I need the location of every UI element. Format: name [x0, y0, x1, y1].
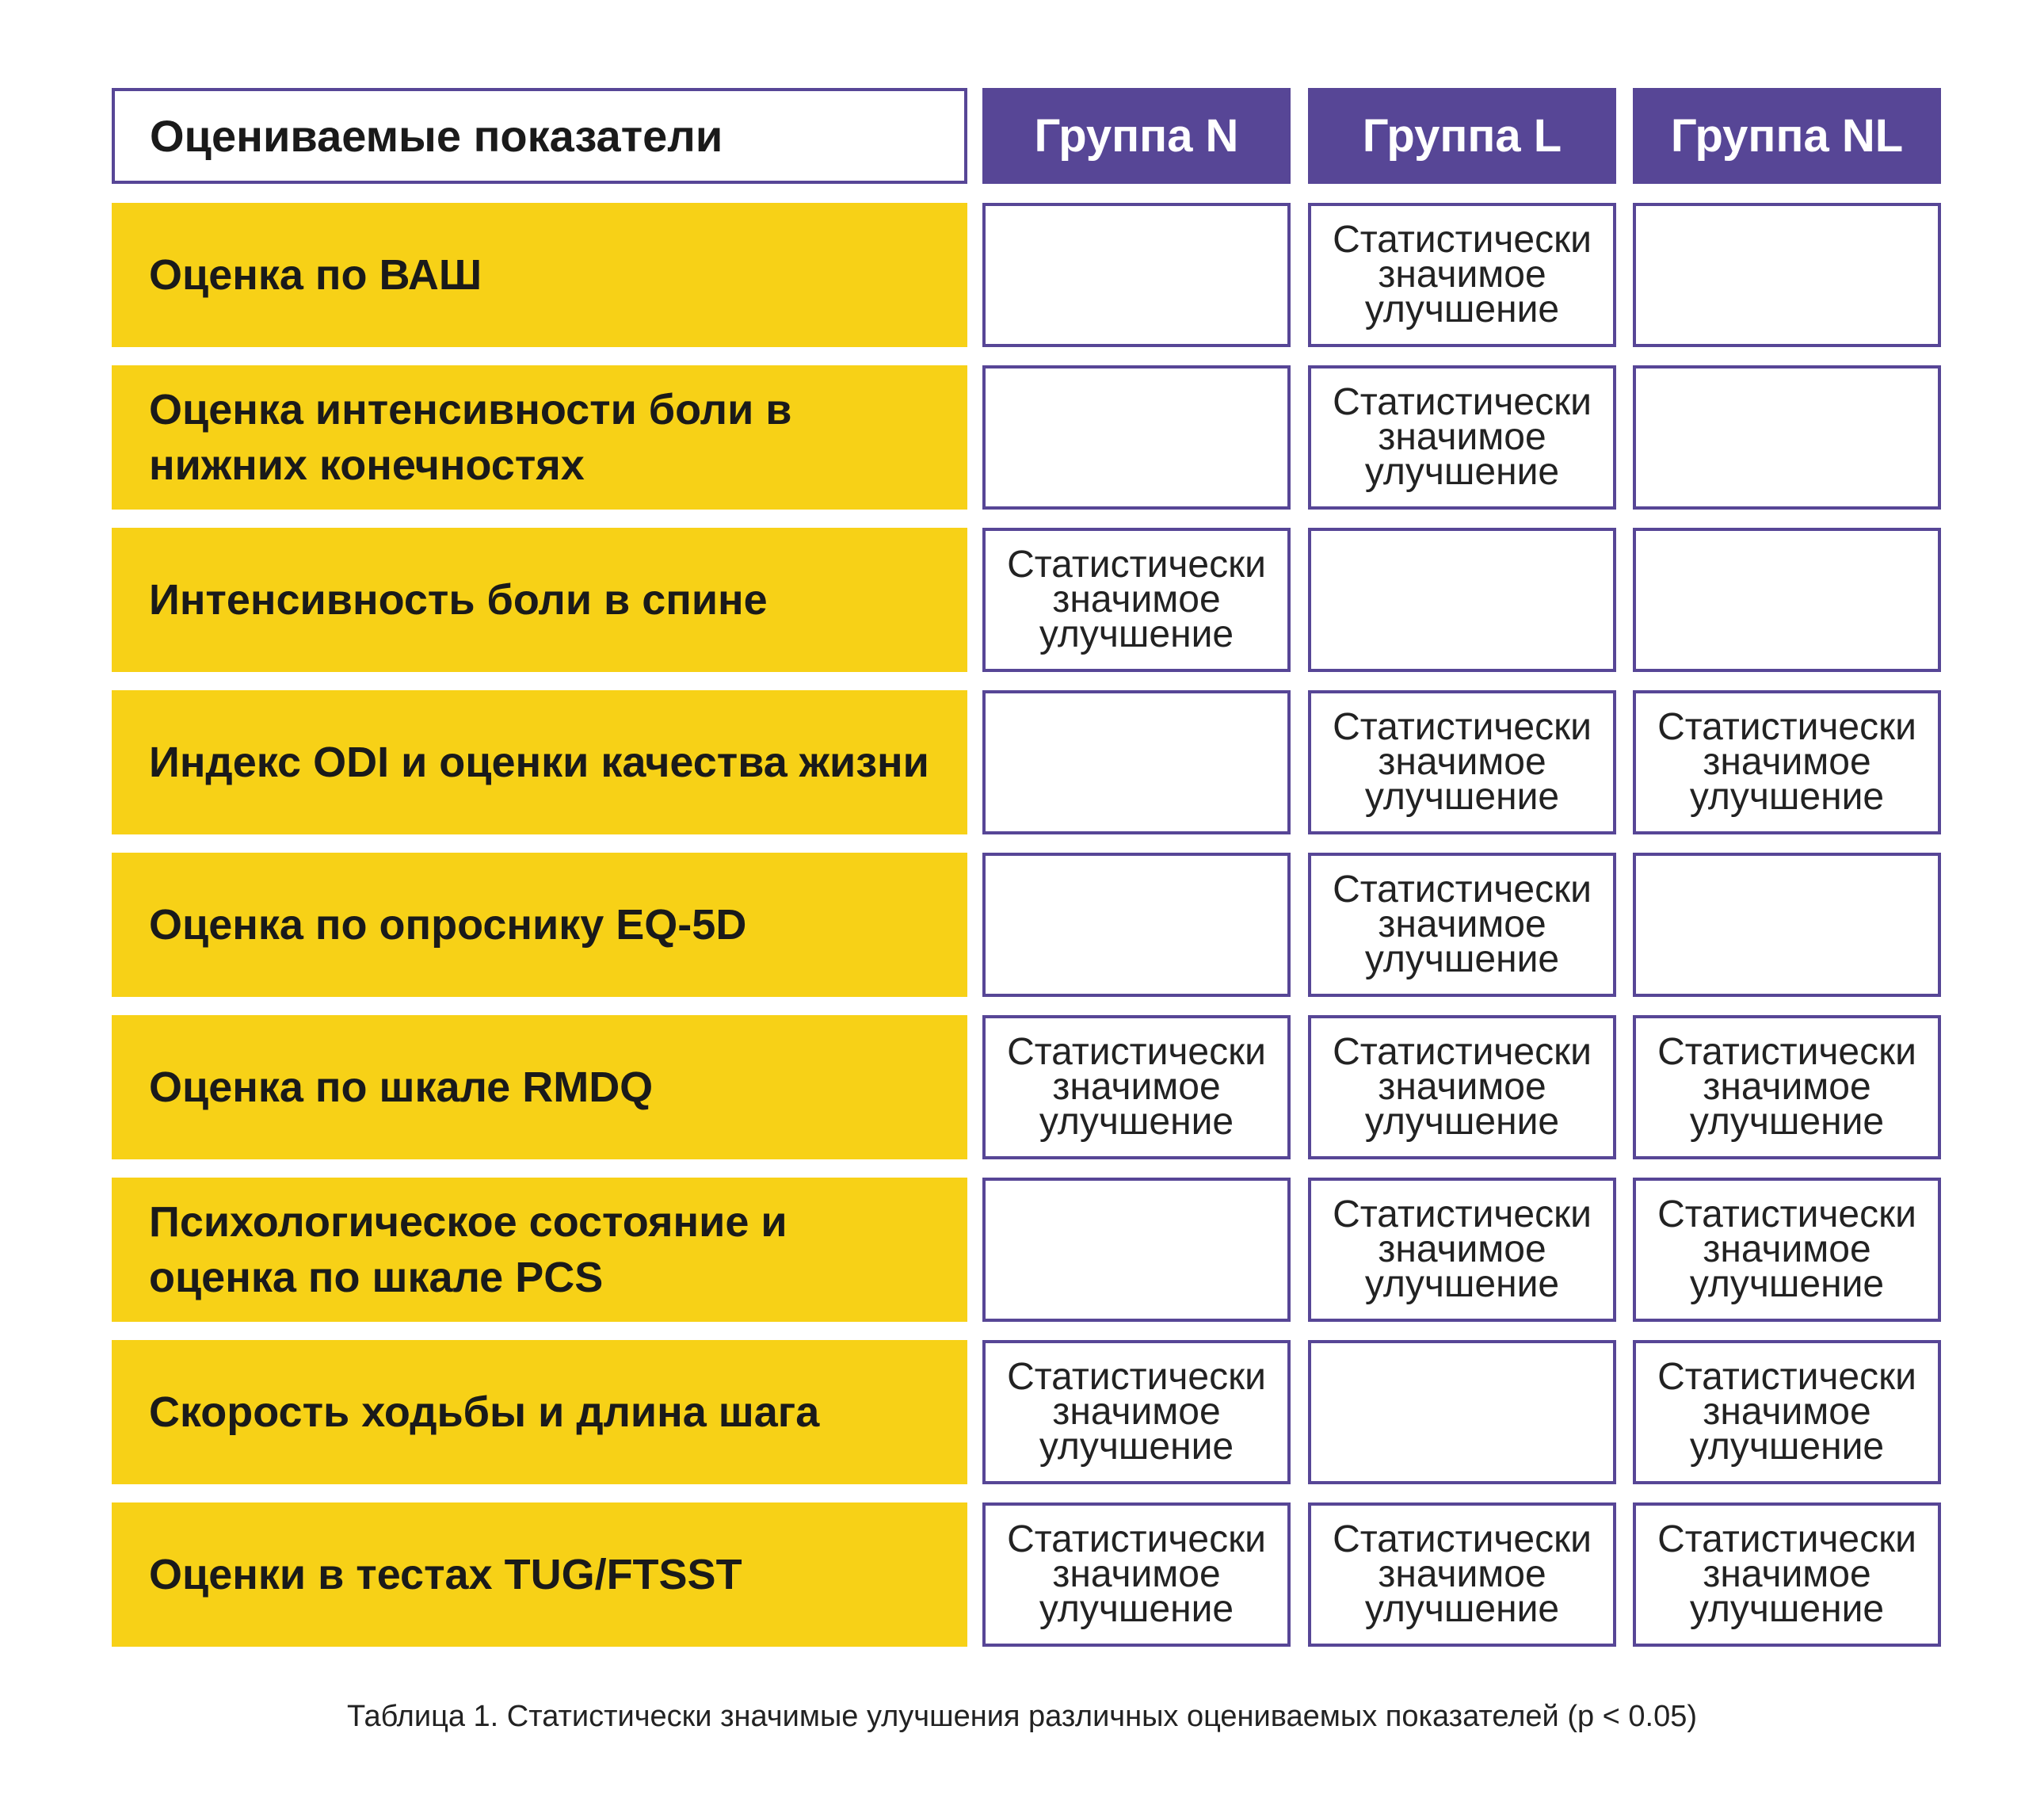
table-cell: Статистически значимое улучшение [1308, 853, 1616, 997]
header-group-2: Группа NL [1633, 88, 1941, 184]
table-cell [982, 690, 1291, 834]
table-cell [1633, 203, 1941, 347]
table-cell [1308, 1340, 1616, 1484]
table-cell [1633, 528, 1941, 672]
table-cell: Статистически значимое улучшение [1308, 1015, 1616, 1159]
row-label: Оценка по ВАШ [112, 203, 967, 347]
table-cell [1633, 365, 1941, 510]
table-cell: Статистически значимое улучшение [982, 1340, 1291, 1484]
row-label: Оценки в тестах TUG/FTSST [112, 1502, 967, 1647]
table-cell: Статистически значимое улучшение [1633, 1178, 1941, 1322]
header-group-1: Группа L [1308, 88, 1616, 184]
row-label: Оценка интенсивности боли в нижних конеч… [112, 365, 967, 510]
table-cell: Статистически значимое улучшение [1308, 690, 1616, 834]
table-cell [982, 1178, 1291, 1322]
table-cell [982, 203, 1291, 347]
table-cell: Статистически значимое улучшение [1633, 1340, 1941, 1484]
table-cell: Статистически значимое улучшение [1633, 1015, 1941, 1159]
table-cell: Статистически значимое улучшение [1308, 365, 1616, 510]
table-cell: Статистически значимое улучшение [1308, 1178, 1616, 1322]
table-cell [1633, 853, 1941, 997]
row-label: Оценка по шкале RMDQ [112, 1015, 967, 1159]
table-cell [1308, 528, 1616, 672]
table-cell: Статистически значимое улучшение [982, 1015, 1291, 1159]
header-indicators: Оцениваемые показатели [112, 88, 967, 184]
table-cell [982, 853, 1291, 997]
table-caption: Таблица 1. Статистически значимые улучше… [346, 1700, 1698, 1733]
header-group-0: Группа N [982, 88, 1291, 184]
table-cell: Статистически значимое улучшение [1308, 1502, 1616, 1647]
table-cell: Статистически значимое улучшение [982, 1502, 1291, 1647]
row-label: Интенсивность боли в спине [112, 528, 967, 672]
table-cell: Статистически значимое улучшение [1308, 203, 1616, 347]
table-cell: Статистически значимое улучшение [1633, 1502, 1941, 1647]
table-cell [982, 365, 1291, 510]
table-cell: Статистически значимое улучшение [1633, 690, 1941, 834]
row-label: Психологическое состояние и оценка по шк… [112, 1178, 967, 1322]
row-label: Скорость ходьбы и длина шага [112, 1340, 967, 1484]
row-label: Индекс ODI и оценки качества жизни [112, 690, 967, 834]
table-cell: Статистически значимое улучшение [982, 528, 1291, 672]
row-label: Оценка по опроснику EQ-5D [112, 853, 967, 997]
